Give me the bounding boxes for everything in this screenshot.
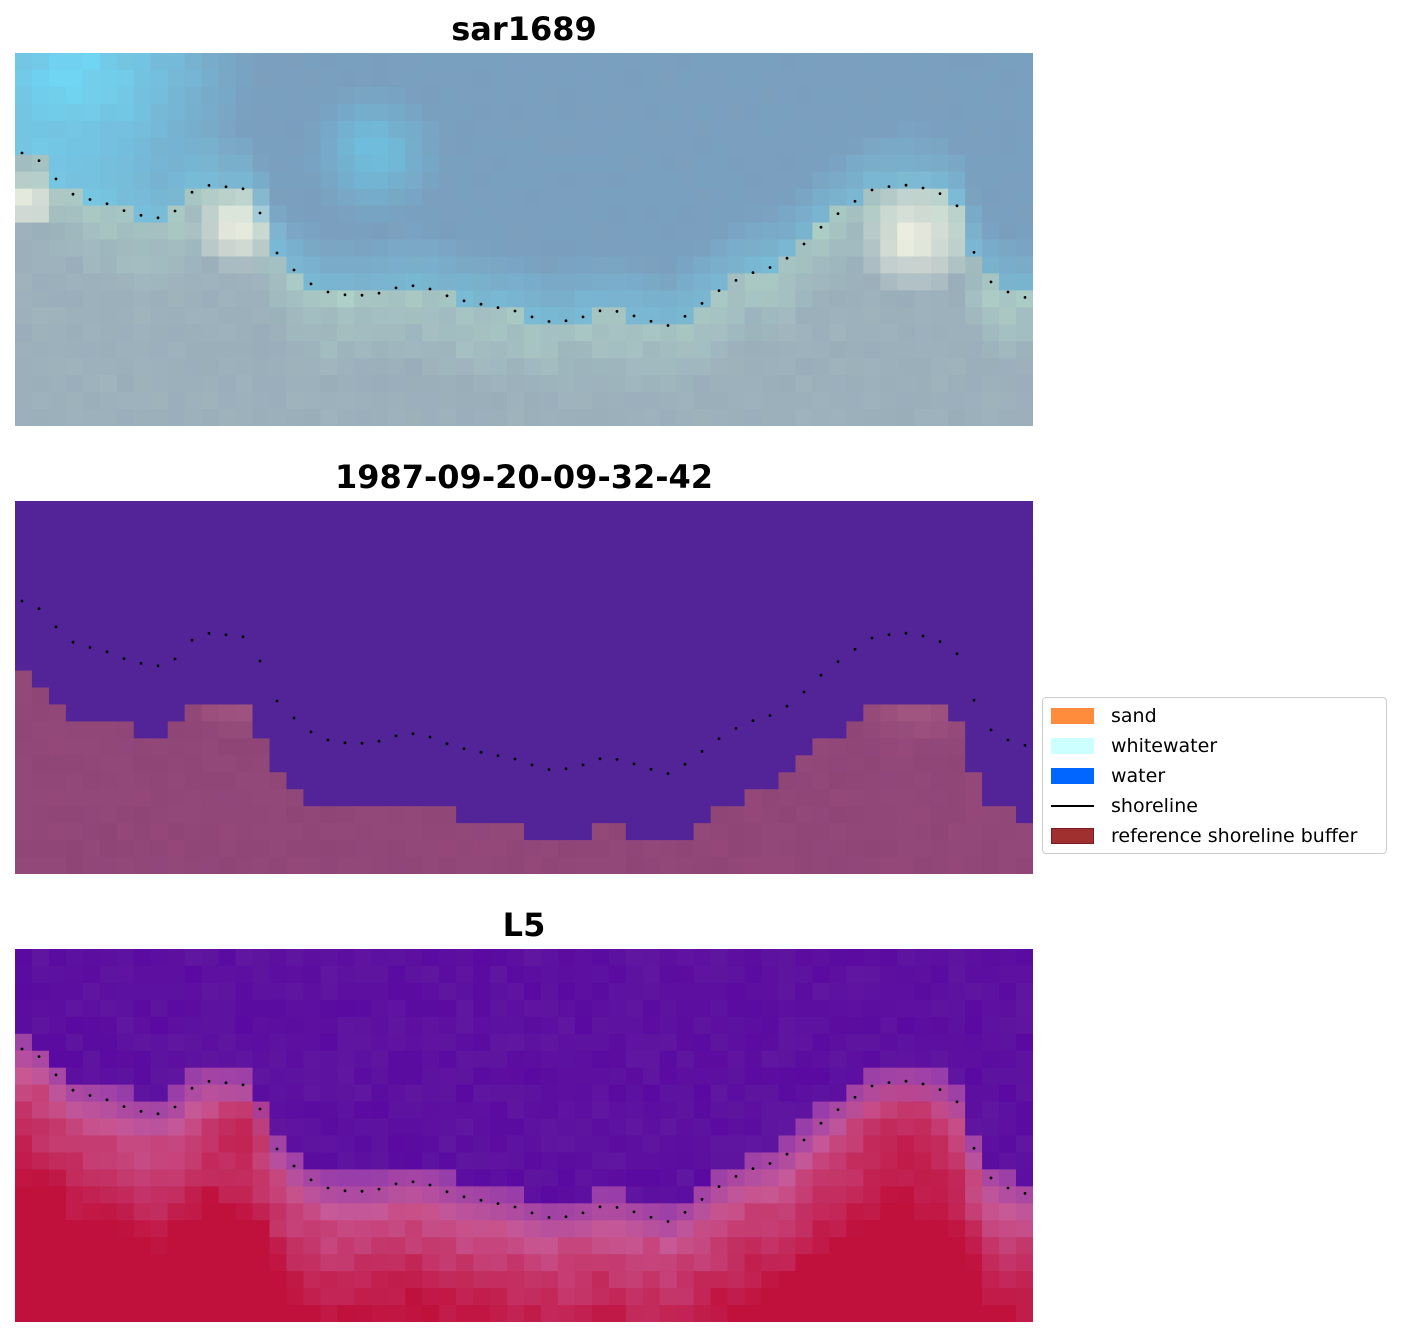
legend-label-sand: sand <box>1111 705 1157 727</box>
sand-swatch <box>1051 708 1094 724</box>
legend-label-whitewater: whitewater <box>1111 735 1218 757</box>
legend-label-water: water <box>1111 765 1166 787</box>
legend-label-reference-buffer: reference shoreline buffer <box>1111 825 1358 847</box>
shoreline-dots <box>20 151 1027 327</box>
legend: sand whitewater water shoreline referenc… <box>1042 697 1387 854</box>
shoreline-dots <box>20 599 1027 775</box>
index-image <box>15 949 1033 1322</box>
legend-label-shoreline: shoreline <box>1111 795 1198 817</box>
legend-item-whitewater: whitewater <box>1051 735 1218 757</box>
reference-buffer-swatch <box>1051 828 1094 844</box>
panel-title-3: L5 <box>502 906 546 944</box>
panel-title-1: sar1689 <box>451 10 597 48</box>
legend-item-sand: sand <box>1051 705 1157 727</box>
shoreline-dots <box>20 1047 1027 1223</box>
rgb-image <box>15 53 1033 426</box>
classified-image-panel <box>15 501 1033 874</box>
rgb-image-panel <box>15 53 1033 426</box>
panel-title-2: 1987-09-20-09-32-42 <box>334 458 714 496</box>
legend-item-reference-buffer: reference shoreline buffer <box>1051 825 1358 847</box>
index-image-panel <box>15 949 1033 1322</box>
legend-item-shoreline: shoreline <box>1051 795 1198 817</box>
water-swatch <box>1051 768 1094 784</box>
legend-item-water: water <box>1051 765 1166 787</box>
whitewater-swatch <box>1051 738 1094 754</box>
classified-image <box>15 501 1033 874</box>
shoreline-line-sample <box>1051 805 1094 807</box>
